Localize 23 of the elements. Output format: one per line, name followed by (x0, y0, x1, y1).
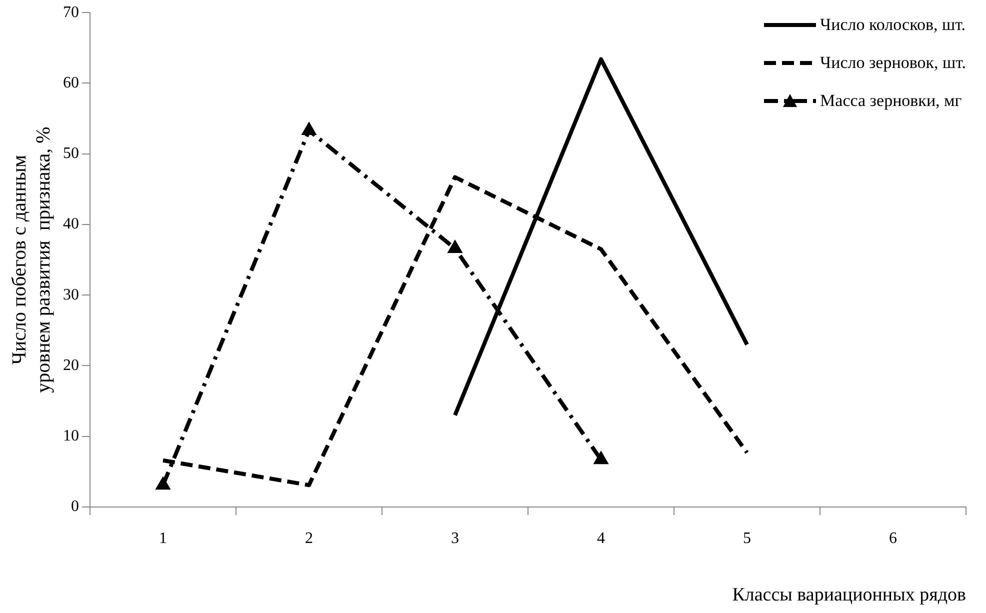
legend-label: Масса зерновки, мг (820, 91, 962, 111)
x-tick-label: 3 (451, 530, 459, 547)
y-tick-label: 30 (63, 286, 79, 304)
point (302, 122, 316, 136)
y-tick-label: 40 (63, 216, 79, 233)
point (594, 451, 608, 464)
y-tick-label: 60 (63, 74, 79, 92)
point (448, 240, 462, 253)
legend-label: Число зерновок, шт. (820, 53, 966, 73)
y-tick-label: 70 (63, 4, 79, 21)
x-tick-label: 2 (305, 530, 313, 547)
x-tick-label: 5 (743, 530, 751, 547)
y-tick-label: 50 (63, 145, 79, 162)
y-tick-label: 0 (71, 498, 79, 516)
point (156, 476, 170, 490)
x-tick-label: 6 (889, 530, 897, 547)
x-tick-label: 4 (597, 530, 605, 547)
y-tick-label: 20 (63, 356, 79, 374)
x-axis-title: Классы вариационных рядов (732, 584, 966, 606)
x-tick-label: 1 (159, 530, 167, 547)
y-axis-title: Число побегов с данным уровнем развития признака, % (8, 126, 54, 393)
legend-label: Число колосков, шт. (820, 15, 966, 35)
y-tick-label: 10 (63, 428, 79, 445)
